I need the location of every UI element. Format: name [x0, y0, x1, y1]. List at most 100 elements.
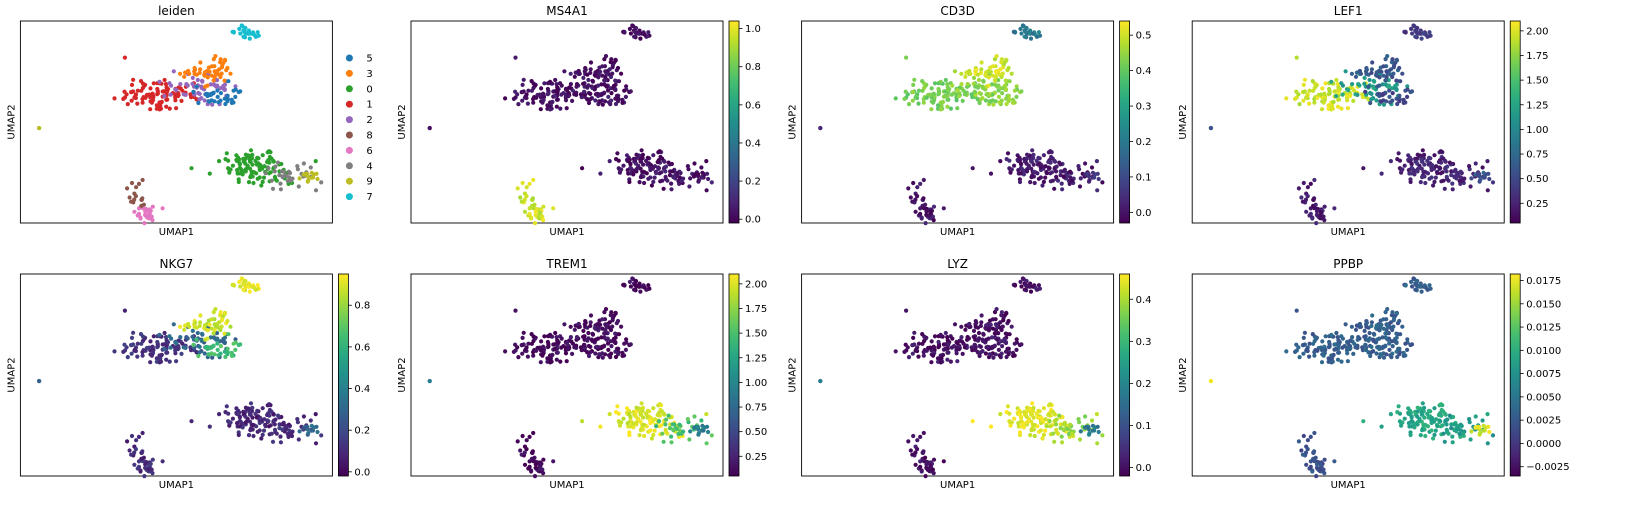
- cell-point: [1085, 424, 1090, 429]
- cell-point: [988, 322, 993, 327]
- colorbar-tick-label: 0.2: [1136, 137, 1152, 148]
- cell-point: [648, 428, 653, 433]
- cell-point: [609, 91, 614, 96]
- cell-point: [524, 438, 529, 443]
- cell-point: [174, 106, 179, 111]
- cell-point: [1004, 311, 1009, 316]
- y-axis-label: UMAP2: [1178, 357, 1189, 392]
- cell-point: [613, 87, 618, 92]
- cell-point: [529, 88, 535, 93]
- colorbar-tick-label: 0.4: [1136, 295, 1152, 306]
- cell-point: [155, 344, 160, 349]
- cell-point: [236, 179, 241, 185]
- cell-point: [242, 29, 247, 35]
- cell-point: [168, 345, 173, 350]
- cell-point: [911, 82, 916, 87]
- cell-point: [991, 355, 996, 360]
- cell-point: [902, 349, 907, 354]
- cell-point: [649, 436, 655, 441]
- cell-point: [632, 282, 638, 288]
- cell-point: [594, 91, 600, 96]
- cell-point: [616, 158, 621, 163]
- cell-point: [628, 31, 634, 36]
- cell-point: [175, 347, 180, 352]
- cell-point: [574, 335, 580, 340]
- cell-point: [1467, 417, 1472, 422]
- cell-point: [1038, 165, 1043, 170]
- cell-point: [534, 95, 539, 100]
- cell-point: [185, 69, 190, 74]
- cell-point: [1284, 96, 1289, 101]
- y-axis-label: UMAP2: [1178, 104, 1189, 139]
- cell-point: [197, 91, 202, 96]
- cell-point: [195, 77, 200, 83]
- cell-point: [1068, 428, 1073, 433]
- cell-point: [1385, 84, 1391, 89]
- cell-point: [986, 328, 992, 333]
- cell-point: [147, 210, 152, 215]
- cell-point: [255, 283, 260, 288]
- cell-point: [247, 159, 253, 164]
- cell-point: [588, 91, 593, 96]
- cell-point: [285, 178, 290, 184]
- cell-point: [1302, 77, 1307, 82]
- cell-point: [532, 202, 537, 207]
- cell-point: [190, 75, 195, 80]
- cell-point: [150, 218, 155, 223]
- cell-point: [133, 194, 138, 199]
- cell-point: [593, 98, 598, 103]
- plot-frame: [1191, 20, 1505, 224]
- cell-point: [568, 335, 574, 340]
- cell-point: [129, 199, 134, 204]
- cell-point: [1425, 424, 1431, 429]
- cell-point: [700, 175, 705, 180]
- cell-point: [988, 352, 993, 357]
- cell-point: [993, 322, 999, 327]
- colorbar-tick-label: 0.0: [1136, 208, 1152, 219]
- cell-point: [1019, 89, 1024, 94]
- cell-point: [555, 85, 560, 90]
- cell-point: [1485, 412, 1490, 417]
- cell-point: [257, 428, 262, 433]
- cell-point: [590, 78, 595, 83]
- cell-point: [628, 166, 634, 171]
- cell-point: [532, 474, 538, 479]
- cell-point: [639, 401, 644, 406]
- cell-point: [540, 353, 545, 358]
- cell-point: [656, 166, 662, 171]
- cell-point: [228, 420, 233, 425]
- cell-point: [257, 418, 262, 423]
- cell-point: [1413, 34, 1418, 39]
- cell-point: [640, 284, 645, 289]
- cell-point: [1422, 422, 1427, 427]
- cell-point: [645, 155, 650, 160]
- cell-point: [1475, 424, 1480, 429]
- cell-point: [558, 106, 563, 111]
- cell-point: [224, 151, 229, 156]
- cell-point: [533, 212, 538, 217]
- cell-point: [155, 91, 160, 96]
- cell-point: [1293, 96, 1298, 101]
- cell-point: [1308, 464, 1313, 469]
- colorbar-tick-label: 0.0: [1136, 463, 1152, 474]
- cell-point: [160, 206, 165, 211]
- cell-point: [297, 176, 302, 181]
- colorbar-tick-label: 1.00: [745, 378, 767, 389]
- cell-point: [996, 347, 1002, 352]
- cell-point: [1004, 354, 1009, 360]
- cell-point: [214, 337, 219, 342]
- cell-point: [644, 424, 649, 429]
- cell-point: [604, 84, 609, 89]
- cell-point: [249, 31, 254, 36]
- cell-point: [1007, 79, 1012, 84]
- cell-point: [148, 86, 153, 91]
- cell-point: [143, 212, 148, 217]
- cell-point: [1381, 73, 1386, 78]
- cell-point: [165, 350, 170, 355]
- cell-point: [1061, 174, 1066, 179]
- legend-label: 9: [366, 177, 372, 188]
- cell-point: [590, 85, 595, 90]
- cell-point: [1420, 428, 1425, 433]
- cell-point: [1473, 161, 1478, 166]
- cell-point: [916, 354, 921, 359]
